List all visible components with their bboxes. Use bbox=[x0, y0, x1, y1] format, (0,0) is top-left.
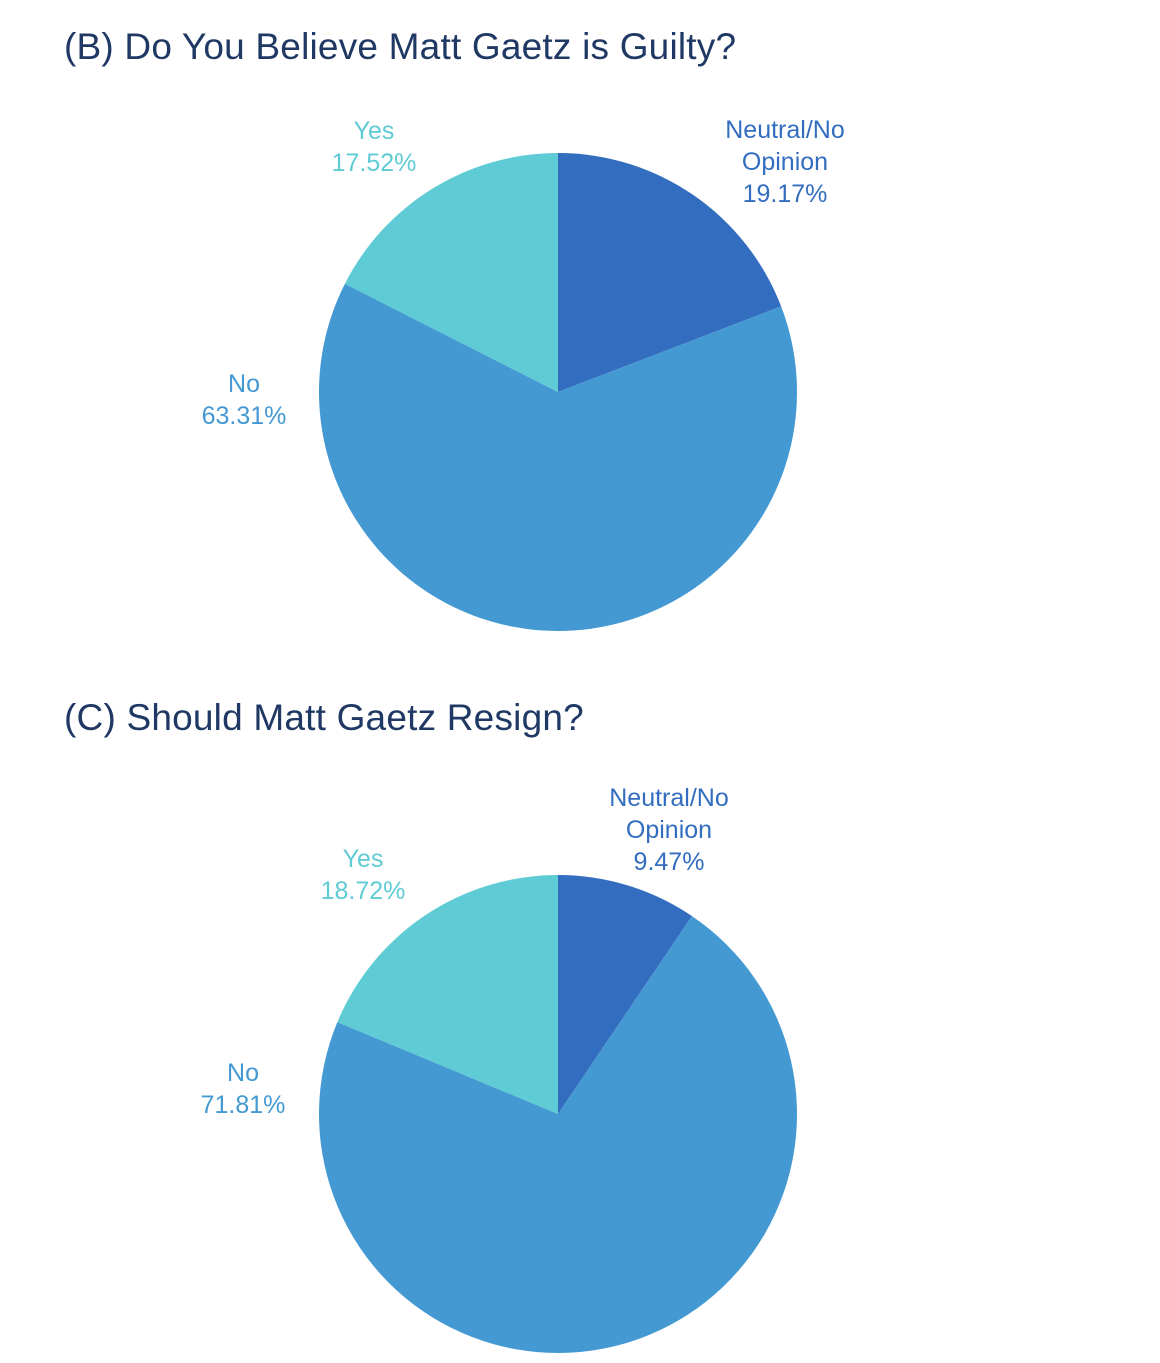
pie-label-guilty-neutral-no-opinion: Neutral/No Opinion 19.17% bbox=[725, 116, 845, 208]
pie-slice-guilty-neutral-no-opinion bbox=[558, 153, 782, 392]
chart-title-guilty: (B) Do You Believe Matt Gaetz is Guilty? bbox=[64, 26, 737, 67]
chart-title-resign: (C) Should Matt Gaetz Resign? bbox=[64, 697, 584, 738]
pie-slice-resign-no bbox=[319, 916, 798, 1354]
pie-value-label: 9.47% bbox=[634, 848, 705, 876]
pie-category-label: No bbox=[227, 1059, 259, 1087]
pie-value-label: 63.31% bbox=[202, 402, 287, 430]
pie-value-label: 19.17% bbox=[743, 180, 828, 208]
pie-value-label: 71.81% bbox=[201, 1091, 286, 1119]
pie-category-label: Neutral/No bbox=[609, 784, 729, 812]
pie-value-label: 17.52% bbox=[332, 149, 417, 177]
pie-category-label: Yes bbox=[354, 117, 395, 145]
pie-chart-guilty: Neutral/No Opinion 19.17% No 63.31% Yes 17.52% bbox=[202, 116, 845, 631]
pie-category-label: No bbox=[228, 370, 260, 398]
pie-label-resign-neutral-no-opinion: Neutral/No Opinion 9.47% bbox=[609, 784, 729, 876]
pie-category-label: Neutral/No bbox=[725, 116, 845, 144]
pie-category-label: Yes bbox=[343, 845, 384, 873]
pie-value-label: 18.72% bbox=[321, 877, 406, 905]
pie-slice-resign-yes bbox=[337, 875, 558, 1114]
pie-label-resign-yes: Yes 18.72% bbox=[321, 845, 406, 905]
pie-slice-resign-neutral-no-opinion bbox=[558, 875, 692, 1114]
pie-slice-guilty-no bbox=[319, 283, 798, 631]
pie-label-guilty-no: No 63.31% bbox=[202, 370, 287, 430]
pie-label-guilty-yes: Yes 17.52% bbox=[332, 117, 417, 177]
pie-category-label: Opinion bbox=[626, 816, 712, 844]
pie-category-label: Opinion bbox=[742, 148, 828, 176]
pie-label-resign-no: No 71.81% bbox=[201, 1059, 286, 1119]
pie-slice-guilty-yes bbox=[344, 153, 558, 392]
